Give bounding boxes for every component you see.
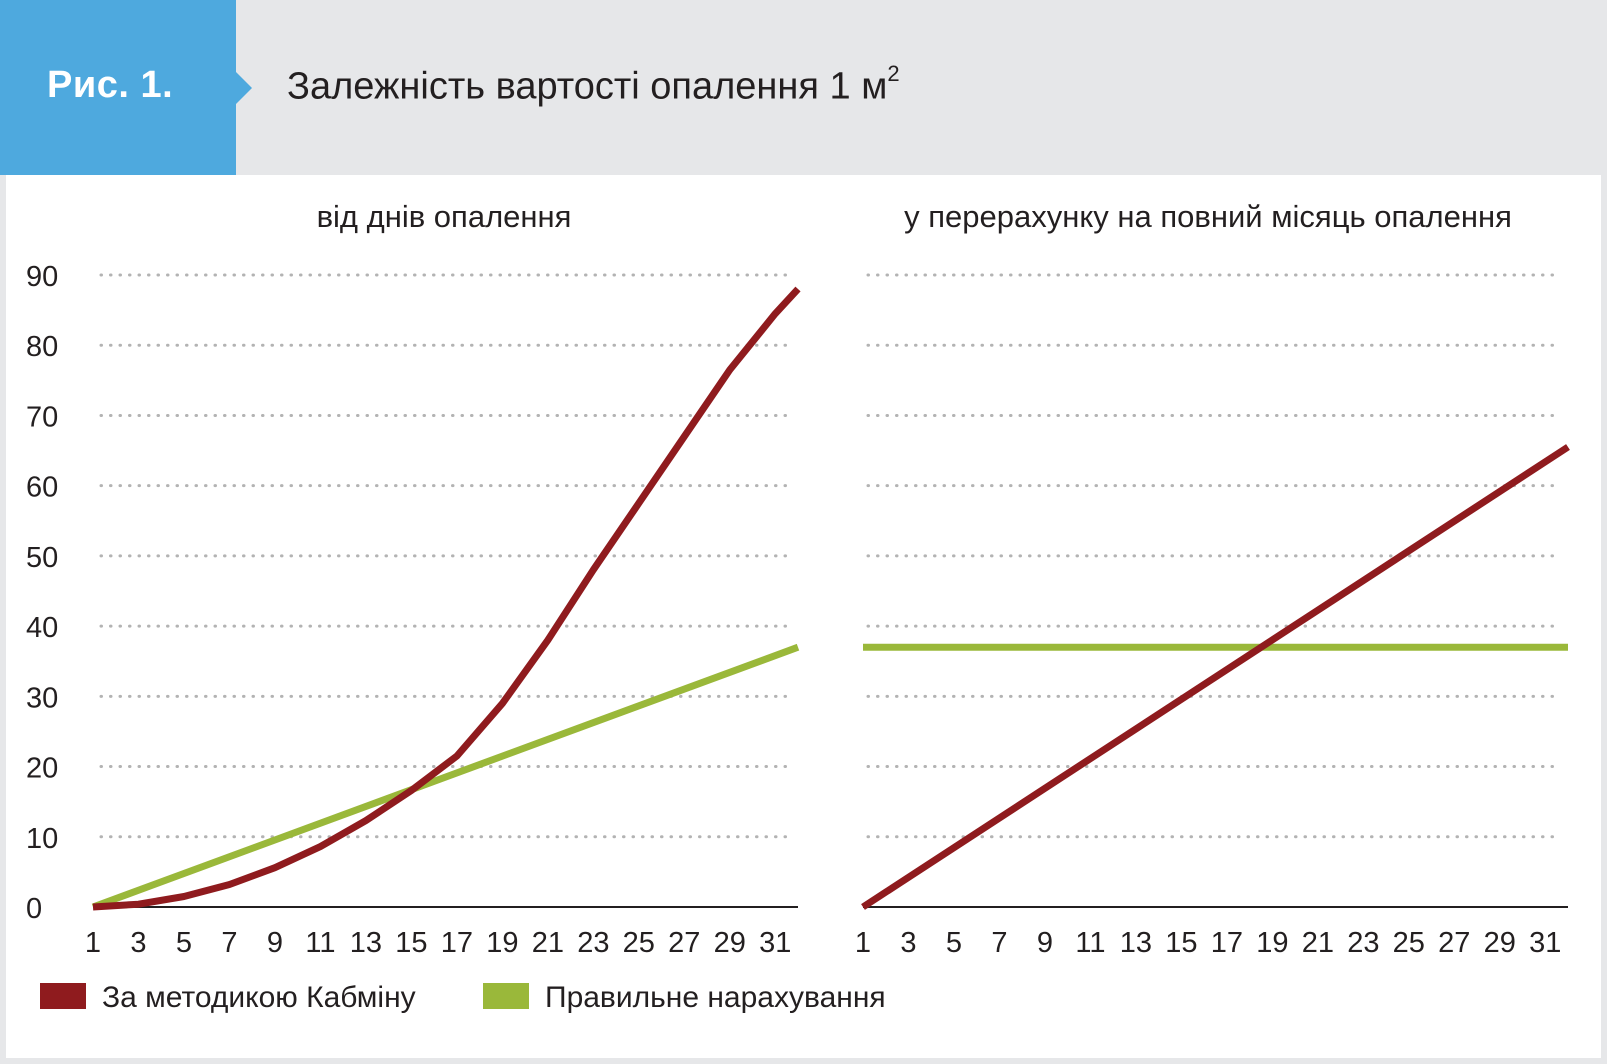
x-tick-label: 19 [1256, 927, 1288, 959]
chart-panel: від днів опалення 0 10 20 30 40 50 60 70 80 90 1 3 5 7… [6, 175, 1601, 1058]
x-tick-label: 1 [855, 927, 871, 959]
legend-label: За методикою Кабміну [102, 981, 416, 1014]
x-tick-label: 11 [1075, 927, 1105, 959]
y-tick-label: 10 [26, 823, 58, 855]
x-tick-label: 13 [1120, 927, 1152, 959]
y-tick-label: 20 [26, 753, 58, 785]
x-tick-label: 1 [85, 927, 101, 959]
x-tick-label: 9 [1037, 927, 1053, 959]
figure-title-text: Залежність вартості опалення 1 м [287, 65, 888, 108]
figure-label-badge: Рис. 1. [0, 0, 264, 175]
label-badge-bg [0, 0, 252, 175]
x-tick-label: 3 [900, 927, 916, 959]
x-tick-label: 15 [395, 927, 427, 959]
x-tick-label: 7 [221, 927, 237, 959]
y-tick-label: 50 [26, 542, 58, 574]
figure-header: Рис. 1. Залежність вартості опалення 1 м… [0, 0, 1607, 175]
x-tick-label: 23 [577, 927, 609, 959]
x-tick-label: 25 [623, 927, 655, 959]
y-tick-label: 30 [26, 682, 58, 714]
x-tick-label: 23 [1347, 927, 1379, 959]
x-tick-label: 17 [441, 927, 473, 959]
x-tick-label: 29 [1484, 927, 1516, 959]
figure-title: Залежність вартості опалення 1 м2 [287, 61, 900, 109]
legend-label: Правильне нарахування [545, 981, 886, 1014]
x-tick-label: 21 [532, 927, 564, 959]
legend-swatch [483, 983, 529, 1009]
x-tick-label: 5 [946, 927, 962, 959]
x-tick-label: 5 [176, 927, 192, 959]
x-tick-label: 9 [267, 927, 283, 959]
x-tick-label: 31 [1529, 927, 1561, 959]
chart-title-2: у перерахунку на повний місяць опалення [904, 199, 1512, 234]
figure-number: Рис. 1. [47, 64, 174, 106]
x-tick-label: 21 [1302, 927, 1334, 959]
x-tick-label: 13 [350, 927, 382, 959]
x-tick-label: 7 [991, 927, 1007, 959]
x-tick-label: 27 [1438, 927, 1470, 959]
y-tick-label: 70 [26, 401, 58, 433]
x-tick-label: 19 [486, 927, 518, 959]
x-tick-label: 3 [130, 927, 146, 959]
label-badge-shape [0, 0, 252, 175]
y-tick-label: 40 [26, 612, 58, 644]
x-tick-label: 25 [1393, 927, 1425, 959]
x-tick-label: 31 [759, 927, 791, 959]
legend-swatch [40, 983, 86, 1009]
figure-title-sup: 2 [887, 61, 900, 86]
x-tick-label: 27 [668, 927, 700, 959]
y-tick-label: 60 [26, 472, 58, 504]
y-tick-label: 80 [26, 331, 58, 363]
series-line-kabmin [92, 286, 801, 911]
y-tick-label: 90 [26, 261, 58, 293]
x-tick-label: 11 [305, 927, 335, 959]
chart-title-1: від днів опалення [317, 199, 572, 234]
x-tick-label: 17 [1211, 927, 1243, 959]
series-line-correct [91, 643, 800, 911]
y-tick-label: 0 [26, 893, 42, 925]
x-tick-label: 15 [1165, 927, 1197, 959]
series-line-kabmin [861, 444, 1570, 910]
x-tick-label: 29 [714, 927, 746, 959]
